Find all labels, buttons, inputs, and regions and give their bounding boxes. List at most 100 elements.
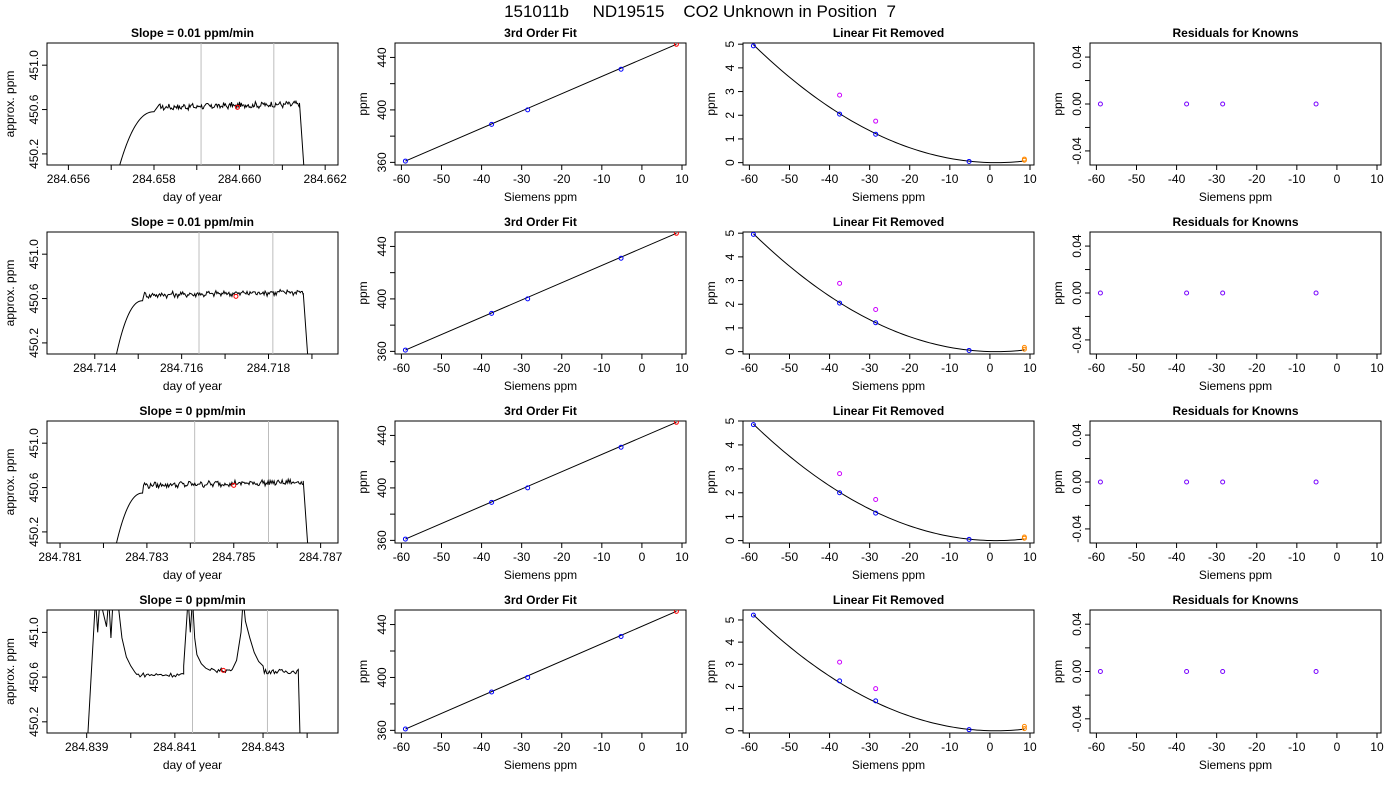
x-tick-label: 284.843	[241, 740, 285, 754]
data-point-magenta	[837, 659, 843, 665]
x-tick-label: -60	[1088, 361, 1106, 375]
y-tick-label: 0	[723, 537, 737, 544]
panel-r3-c3: Linear Fit Removed -60 -50 -40 -30 -20 -10 0 10 0…	[704, 404, 1037, 582]
y-tick-label: 5	[723, 41, 737, 48]
x-tick-label: 10	[1370, 550, 1384, 564]
x-tick-label: -30	[513, 550, 531, 564]
y-tick-label: 3	[723, 88, 737, 95]
panel-r2-c3: Linear Fit Removed -60 -50 -40 -30 -20 -10 0 10 0…	[704, 215, 1037, 393]
x-tick-label: 10	[1370, 172, 1384, 186]
trace-line	[116, 288, 309, 354]
data-point-blue	[873, 131, 879, 137]
x-axis-label: Siemens ppm	[1199, 568, 1272, 582]
y-tick-label: 4	[723, 638, 737, 645]
plot-frame	[46, 231, 339, 355]
x-tick-label: -50	[1128, 361, 1146, 375]
x-tick-label: 284.662	[303, 172, 347, 186]
data-point-purple	[1097, 479, 1103, 485]
data-point-purple	[1220, 101, 1226, 107]
x-tick-label: -60	[741, 740, 759, 754]
plot-area	[402, 421, 679, 542]
data-point-blue	[402, 158, 408, 164]
x-tick-label: -60	[741, 361, 759, 375]
data-point-purple	[1184, 101, 1190, 107]
x-tick-label: -50	[781, 550, 799, 564]
x-tick-label: -20	[901, 550, 919, 564]
x-tick-label: 0	[639, 740, 646, 754]
data-point-orange	[1021, 726, 1027, 732]
y-tick-label: 400	[375, 289, 389, 309]
y-tick-label: 450.2	[27, 706, 41, 736]
x-tick-label: 284.785	[212, 550, 256, 564]
y-tick-label: 450.6	[27, 283, 41, 313]
panel-title: 3rd Order Fit	[504, 26, 577, 40]
data-point-blue	[489, 499, 495, 505]
data-point-blue	[525, 107, 531, 113]
y-tick-label: 0.04	[1070, 423, 1084, 447]
data-point-blue	[837, 678, 843, 684]
x-tick-label: 284.656	[47, 172, 91, 186]
x-tick-label: 0	[987, 550, 994, 564]
x-axis-label: day of year	[163, 568, 222, 582]
plot-frame	[46, 420, 339, 544]
x-tick-label: -50	[433, 361, 451, 375]
panel-r4-c3: Linear Fit Removed -60 -50 -40 -30 -20 -10 0 10 0…	[704, 593, 1037, 772]
panel-title: Linear Fit Removed	[833, 404, 944, 418]
y-tick-label: 440	[375, 236, 389, 256]
x-tick-label: -50	[1128, 740, 1146, 754]
x-tick-label: -40	[473, 550, 491, 564]
data-point-orange	[1021, 534, 1027, 540]
y-tick-label: 451.0	[27, 428, 41, 458]
x-tick-label: -10	[1288, 172, 1306, 186]
trace-line	[87, 610, 301, 733]
y-tick-label: 2	[723, 301, 737, 308]
panel-r1-c1: Slope = 0.01 ppm/min 284.656 284.658 284.66…	[3, 26, 347, 204]
x-tick-label: -60	[393, 740, 411, 754]
y-tick-label: 0.00	[1070, 281, 1084, 305]
trace-line	[119, 99, 305, 165]
plot-area	[402, 43, 679, 164]
x-tick-label: 0	[1334, 740, 1341, 754]
x-axis-label: Siemens ppm	[1199, 190, 1272, 204]
x-tick-label: 0	[987, 172, 994, 186]
x-tick-label: -10	[593, 172, 611, 186]
x-tick-label: -40	[473, 172, 491, 186]
data-point-magenta	[873, 686, 879, 692]
fit-line	[405, 610, 677, 730]
data-point-purple	[1220, 479, 1226, 485]
plot-area	[116, 421, 309, 543]
trace-line	[116, 477, 309, 543]
x-tick-label: -10	[941, 361, 959, 375]
data-point-purple	[1220, 290, 1226, 296]
y-tick-label: -0.04	[1070, 326, 1084, 354]
x-tick-label: 0	[639, 361, 646, 375]
x-tick-label: 10	[1023, 740, 1037, 754]
fit-curve	[753, 233, 1025, 353]
plot-area	[402, 232, 679, 353]
y-axis-label: approx. ppm	[3, 260, 17, 327]
data-point-blue	[489, 121, 495, 127]
x-tick-label: -10	[1288, 361, 1306, 375]
y-tick-label: 5	[723, 230, 737, 237]
x-tick-label: 284.658	[132, 172, 176, 186]
panel-title: Slope = 0.01 ppm/min	[131, 26, 254, 40]
y-tick-label: 450.6	[27, 662, 41, 692]
y-tick-label: 5	[723, 616, 737, 623]
panel-title: Linear Fit Removed	[833, 593, 944, 607]
plot-area	[1097, 669, 1319, 674]
data-point-blue	[618, 255, 624, 261]
x-tick-label: -40	[1168, 361, 1186, 375]
y-tick-label: 0.00	[1070, 470, 1084, 494]
panel-title: Slope = 0 ppm/min	[139, 404, 245, 418]
y-tick-label: 3	[723, 465, 737, 472]
plot-frame	[1089, 420, 1382, 544]
y-axis-label: ppm	[704, 281, 718, 304]
data-point-blue	[525, 485, 531, 491]
y-tick-label: 440	[375, 614, 389, 634]
panel-title: Residuals for Knowns	[1172, 404, 1298, 418]
y-axis-label: ppm	[1051, 92, 1065, 115]
plot-area	[750, 43, 1027, 164]
x-tick-label: -20	[1248, 172, 1266, 186]
data-point-purple	[1313, 479, 1319, 485]
